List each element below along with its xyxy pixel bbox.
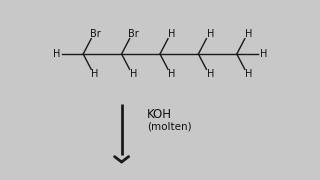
Text: KOH: KOH	[147, 108, 172, 121]
Text: (molten): (molten)	[147, 122, 192, 132]
Text: H: H	[168, 69, 176, 79]
Text: H: H	[53, 49, 60, 59]
Text: Br: Br	[128, 29, 139, 39]
Text: H: H	[206, 69, 214, 79]
Text: H: H	[206, 29, 214, 39]
Text: Br: Br	[90, 29, 100, 39]
Text: H: H	[91, 69, 99, 79]
Text: H: H	[245, 69, 252, 79]
Text: H: H	[260, 49, 267, 59]
Text: H: H	[245, 29, 252, 39]
Text: H: H	[130, 69, 137, 79]
Text: H: H	[168, 29, 176, 39]
